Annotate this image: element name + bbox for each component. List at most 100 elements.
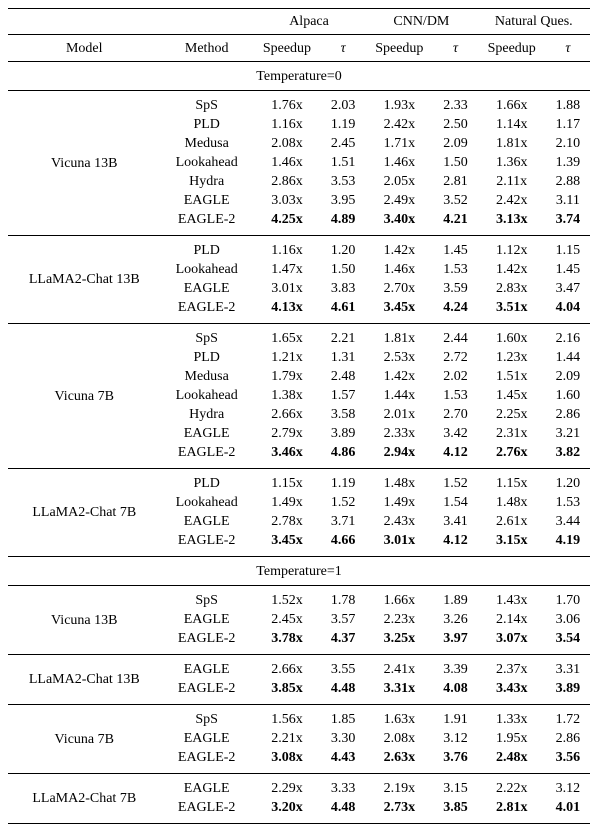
speedup-value: 1.81x	[365, 323, 434, 348]
tau-value: 2.09	[443, 136, 468, 151]
tau-value: 3.83	[330, 281, 356, 296]
speedup-value: 3.78x	[271, 631, 303, 646]
speedup-value: 2.21x	[271, 731, 303, 746]
table-row: EAGLE 2.78x 3.71 2.43x 3.41 2.61x 3.44	[8, 512, 590, 531]
speedup-value: 1.46x	[383, 262, 416, 277]
tau-value: 3.41	[443, 514, 468, 529]
model-name: LLaMA2-Chat 7B	[8, 468, 161, 557]
tau-value: 1.70	[545, 585, 590, 610]
temperature-row: Temperature=1	[8, 556, 590, 586]
tau-value: 3.26	[443, 612, 468, 627]
speedup-value: 1.76x	[252, 90, 322, 115]
tau-value: 4.12	[443, 533, 468, 548]
dataset-header-alpaca: Alpaca	[252, 8, 366, 35]
temperature-label: Temperature=0	[8, 61, 590, 91]
speedup-value: 2.11x	[496, 174, 528, 189]
speedup-value: 2.81x	[477, 798, 546, 824]
speedup-value: 3.45x	[383, 300, 416, 315]
tau-value: 1.54	[443, 495, 468, 510]
speedup-value: 1.66x	[477, 90, 546, 115]
tau-value: 3.85	[433, 798, 478, 824]
method-name: PLD	[193, 350, 220, 365]
speedup-value: 2.45x	[271, 612, 303, 627]
tau-value: 1.85	[321, 704, 366, 729]
tau-value: 1.20	[545, 468, 590, 493]
method-name: SpS	[160, 704, 253, 729]
tau-value: 3.52	[443, 193, 468, 208]
speedup-value: 1.51x	[495, 369, 528, 384]
speedup-value: 1.48x	[365, 468, 434, 493]
tau-value: 3.56	[555, 750, 581, 765]
tau-value: 3.74	[555, 212, 581, 227]
method-column-header: Method	[160, 34, 253, 62]
tau-value: 3.89	[555, 681, 581, 696]
speedup-value: 1.93x	[365, 90, 434, 115]
tau-value: 3.53	[330, 174, 356, 189]
speedup-value: 2.66x	[271, 407, 303, 422]
tau-value: 1.72	[545, 704, 590, 729]
method-name: Lookahead	[175, 388, 238, 403]
table-row: EAGLE-2 4.13x 4.61 3.45x 4.24 3.51x 4.04	[8, 298, 590, 324]
speedup-value: 3.01x	[271, 281, 303, 296]
table-row: LLaMA2-Chat 13B PLD 1.16x 1.20 1.42x 1.45 1.12…	[8, 235, 590, 324]
tau-value: 4.37	[330, 631, 356, 646]
table-row: Hydra 2.66x 3.58 2.01x 2.70 2.25x 2.86	[8, 405, 590, 424]
table-row: EAGLE 2.79x 3.89 2.33x 3.42 2.31x 3.21	[8, 424, 590, 443]
tau-value: 1.57	[330, 388, 356, 403]
tau-value: 2.02	[443, 369, 468, 384]
tau-value: 3.39	[433, 654, 478, 679]
tau-header: τ	[545, 34, 590, 62]
method-name: EAGLE	[183, 426, 230, 441]
tau-value: 2.50	[443, 117, 468, 132]
method-name: EAGLE-2	[177, 750, 236, 765]
speedup-value: 2.25x	[495, 407, 528, 422]
method-name: SpS	[160, 585, 253, 610]
table-row: Vicuna 13B SpS 1.76x 2.03 1.93x 2.33 1.66x 1.88	[8, 90, 590, 236]
speedup-value: 1.49x	[271, 495, 303, 510]
table-row: Medusa 1.79x 2.48 1.42x 2.02 1.51x 2.09	[8, 367, 590, 386]
speedup-value: 2.61x	[495, 514, 528, 529]
speedup-value: 3.46x	[271, 445, 303, 460]
table-row: EAGLE 2.21x 3.30 2.08x 3.12 1.95x 2.86	[8, 729, 590, 748]
tau-value: 3.06	[555, 612, 581, 627]
tau-value: 2.86	[555, 731, 581, 746]
tau-value: 3.95	[330, 193, 356, 208]
tau-value: 2.44	[433, 323, 478, 348]
tau-value: 2.10	[555, 136, 581, 151]
tau-value: 1.45	[555, 262, 581, 277]
method-name: EAGLE	[183, 514, 230, 529]
tau-value: 1.91	[433, 704, 478, 729]
model-name: Vicuna 7B	[8, 704, 161, 774]
speedup-value: 2.42x	[383, 117, 416, 132]
speedup-value: 4.13x	[271, 300, 303, 315]
tau-value: 1.15	[545, 235, 590, 260]
speedup-value: 2.29x	[252, 773, 322, 798]
method-name: EAGLE-2	[177, 300, 236, 315]
dataset-header-naturalques: Natural Ques.	[477, 8, 590, 35]
tau-value: 4.86	[330, 445, 356, 460]
speedup-value: 1.52x	[252, 585, 322, 610]
tau-value: 4.66	[330, 533, 356, 548]
tau-value: 2.88	[555, 174, 581, 189]
tau-value: 4.08	[443, 681, 468, 696]
tau-value: 2.21	[321, 323, 366, 348]
tau-value: 1.53	[443, 388, 468, 403]
tau-value: 3.42	[443, 426, 468, 441]
method-name: SpS	[160, 323, 253, 348]
method-name: EAGLE-2	[177, 212, 236, 227]
tau-value: 3.58	[330, 407, 356, 422]
speedup-header: Speedup	[477, 34, 546, 62]
model-name: Vicuna 13B	[8, 585, 161, 655]
tau-value: 2.81	[443, 174, 468, 189]
tau-value: 3.44	[555, 514, 581, 529]
tau-header: τ	[321, 34, 366, 62]
tau-value: 2.03	[321, 90, 366, 115]
speedup-value: 2.73x	[365, 798, 434, 824]
table-row: LLaMA2-Chat 7B EAGLE 2.29x 3.33 2.19x 3.15 2.2…	[8, 773, 590, 824]
speedup-value: 1.71x	[383, 136, 416, 151]
speedup-value: 1.23x	[495, 350, 528, 365]
tau-value: 2.48	[330, 369, 356, 384]
tau-value: 3.12	[443, 731, 468, 746]
speedup-header: Speedup	[365, 34, 434, 62]
speedup-value: 1.44x	[383, 388, 416, 403]
